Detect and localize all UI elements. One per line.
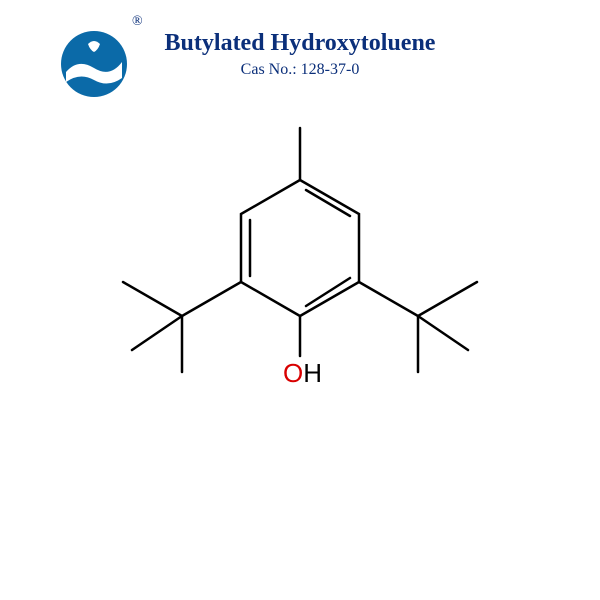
header: Butylated Hydroxytoluene Cas No.: 128-37… bbox=[0, 30, 600, 79]
chemical-structure: OH bbox=[0, 120, 600, 580]
trademark-symbol: ® bbox=[132, 14, 143, 30]
oxygen-atom-label: O bbox=[283, 358, 303, 388]
hydroxyl-label: OH bbox=[283, 358, 322, 389]
hydrogen-atom-label: H bbox=[303, 358, 322, 388]
compound-name: Butylated Hydroxytoluene bbox=[0, 30, 600, 57]
cas-number: Cas No.: 128-37-0 bbox=[0, 61, 600, 79]
